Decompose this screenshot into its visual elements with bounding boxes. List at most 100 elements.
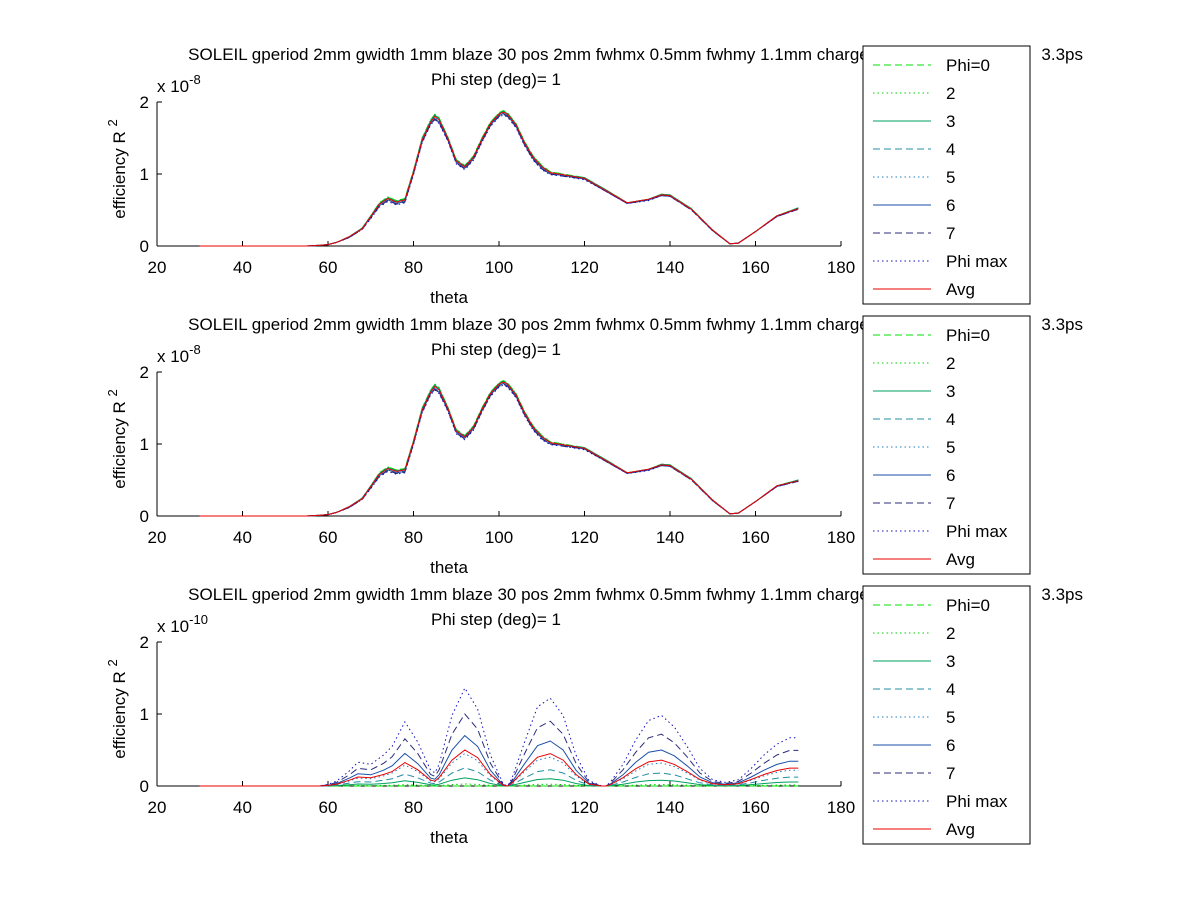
- series-line: [199, 687, 799, 787]
- y-tick-label: 1: [140, 165, 149, 184]
- series-line: [199, 753, 799, 787]
- y-tick-label: 1: [140, 435, 149, 454]
- x-tick-label: 20: [148, 528, 167, 547]
- x-tick-label: 180: [827, 258, 855, 277]
- x-tick-label: 180: [827, 528, 855, 547]
- legend-label: Avg: [946, 280, 975, 299]
- x-tick-label: 160: [741, 528, 769, 547]
- legend: Phi=0 2 3 4 5 6 7 Phi max Avg: [862, 45, 1031, 305]
- x-axis-label: theta: [430, 558, 468, 577]
- series-line: [199, 383, 799, 517]
- legend: Phi=0 2 3 4 5 6 7 Phi max Avg: [862, 315, 1031, 575]
- chart-subtitle: Phi step (deg)= 1: [431, 610, 561, 629]
- legend-label: 2: [946, 624, 955, 643]
- legend-label: Phi=0: [946, 326, 990, 345]
- legend-label: 2: [946, 354, 955, 373]
- series-line: [199, 381, 799, 517]
- y-axis-label: efficiency R 2: [105, 659, 129, 759]
- x-tick-label: 100: [485, 528, 513, 547]
- x-tick-label: 140: [656, 798, 684, 817]
- legend-label: Phi=0: [946, 56, 990, 75]
- legend-label: 2: [946, 84, 955, 103]
- x-tick-label: 20: [148, 798, 167, 817]
- legend-box: [862, 315, 1031, 575]
- x-tick-label: 80: [404, 258, 423, 277]
- x-tick-label: 100: [485, 798, 513, 817]
- x-tick-label: 100: [485, 258, 513, 277]
- legend-label: 3: [946, 652, 955, 671]
- legend-label: 3: [946, 112, 955, 131]
- series-line: [199, 113, 799, 247]
- legend-label: 4: [946, 410, 955, 429]
- legend-label: 4: [946, 680, 955, 699]
- chart-panel-1: SOLEIL gperiod 2mm gwidth 1mm blaze 30 p…: [105, 45, 1083, 307]
- y-tick-label: 1: [140, 705, 149, 724]
- chart-title-tail: 3.3ps: [1041, 315, 1083, 334]
- x-axis-label: theta: [430, 288, 468, 307]
- chart-title-tail: 3.3ps: [1041, 45, 1083, 64]
- y-exponent-label: x 10-8: [157, 342, 201, 366]
- legend-label: 5: [946, 438, 955, 457]
- legend-label: 6: [946, 736, 955, 755]
- legend-label: Phi=0: [946, 596, 990, 615]
- legend-label: Avg: [946, 550, 975, 569]
- chart-panel-2: SOLEIL gperiod 2mm gwidth 1mm blaze 30 p…: [105, 315, 1083, 577]
- chart-subtitle: Phi step (deg)= 1: [431, 70, 561, 89]
- legend-label: 7: [946, 764, 955, 783]
- legend-label: 6: [946, 466, 955, 485]
- x-tick-label: 20: [148, 258, 167, 277]
- x-tick-label: 120: [570, 528, 598, 547]
- x-tick-label: 40: [233, 258, 252, 277]
- legend-label: Phi max: [946, 252, 1008, 271]
- x-tick-label: 60: [319, 798, 338, 817]
- x-tick-label: 180: [827, 798, 855, 817]
- x-tick-label: 60: [319, 258, 338, 277]
- y-tick-label: 0: [140, 237, 149, 256]
- legend-label: 7: [946, 224, 955, 243]
- chart-subtitle: Phi step (deg)= 1: [431, 340, 561, 359]
- series-line: [199, 734, 799, 787]
- legend-label: 3: [946, 382, 955, 401]
- y-axis-label: efficiency R 2: [105, 119, 129, 219]
- legend-box: [862, 45, 1031, 305]
- y-exponent-label: x 10-8: [157, 72, 201, 96]
- x-tick-label: 120: [570, 798, 598, 817]
- series-line: [199, 713, 799, 787]
- x-tick-label: 80: [404, 798, 423, 817]
- y-exponent-label: x 10-10: [157, 612, 208, 636]
- chart-title: SOLEIL gperiod 2mm gwidth 1mm blaze 30 p…: [188, 585, 902, 604]
- chart-title: SOLEIL gperiod 2mm gwidth 1mm blaze 30 p…: [188, 45, 902, 64]
- legend-label: Phi max: [946, 522, 1008, 541]
- legend-label: 7: [946, 494, 955, 513]
- legend-label: Phi max: [946, 792, 1008, 811]
- series-line: [199, 111, 799, 247]
- x-tick-label: 160: [741, 798, 769, 817]
- x-tick-label: 120: [570, 258, 598, 277]
- x-tick-label: 60: [319, 528, 338, 547]
- legend: Phi=0 2 3 4 5 6 7 Phi max Avg: [862, 585, 1031, 845]
- chart-panel-3: SOLEIL gperiod 2mm gwidth 1mm blaze 30 p…: [105, 585, 1083, 847]
- series-line: [199, 777, 799, 787]
- legend-label: Avg: [946, 820, 975, 839]
- x-axis-label: theta: [430, 828, 468, 847]
- y-tick-label: 2: [140, 633, 149, 652]
- legend-label: 5: [946, 168, 955, 187]
- y-tick-label: 0: [140, 777, 149, 796]
- chart-title-tail: 3.3ps: [1041, 585, 1083, 604]
- legend-label: 6: [946, 196, 955, 215]
- y-tick-label: 2: [140, 93, 149, 112]
- legend-label: 5: [946, 708, 955, 727]
- legend-label: 4: [946, 140, 955, 159]
- x-tick-label: 140: [656, 258, 684, 277]
- x-tick-label: 40: [233, 528, 252, 547]
- legend-box: [862, 585, 1031, 845]
- y-tick-label: 2: [140, 363, 149, 382]
- y-axis-label: efficiency R 2: [105, 389, 129, 489]
- x-tick-label: 160: [741, 258, 769, 277]
- y-tick-label: 0: [140, 507, 149, 526]
- series-line: [199, 749, 799, 787]
- x-tick-label: 140: [656, 528, 684, 547]
- x-tick-label: 80: [404, 528, 423, 547]
- series-line: [199, 767, 799, 787]
